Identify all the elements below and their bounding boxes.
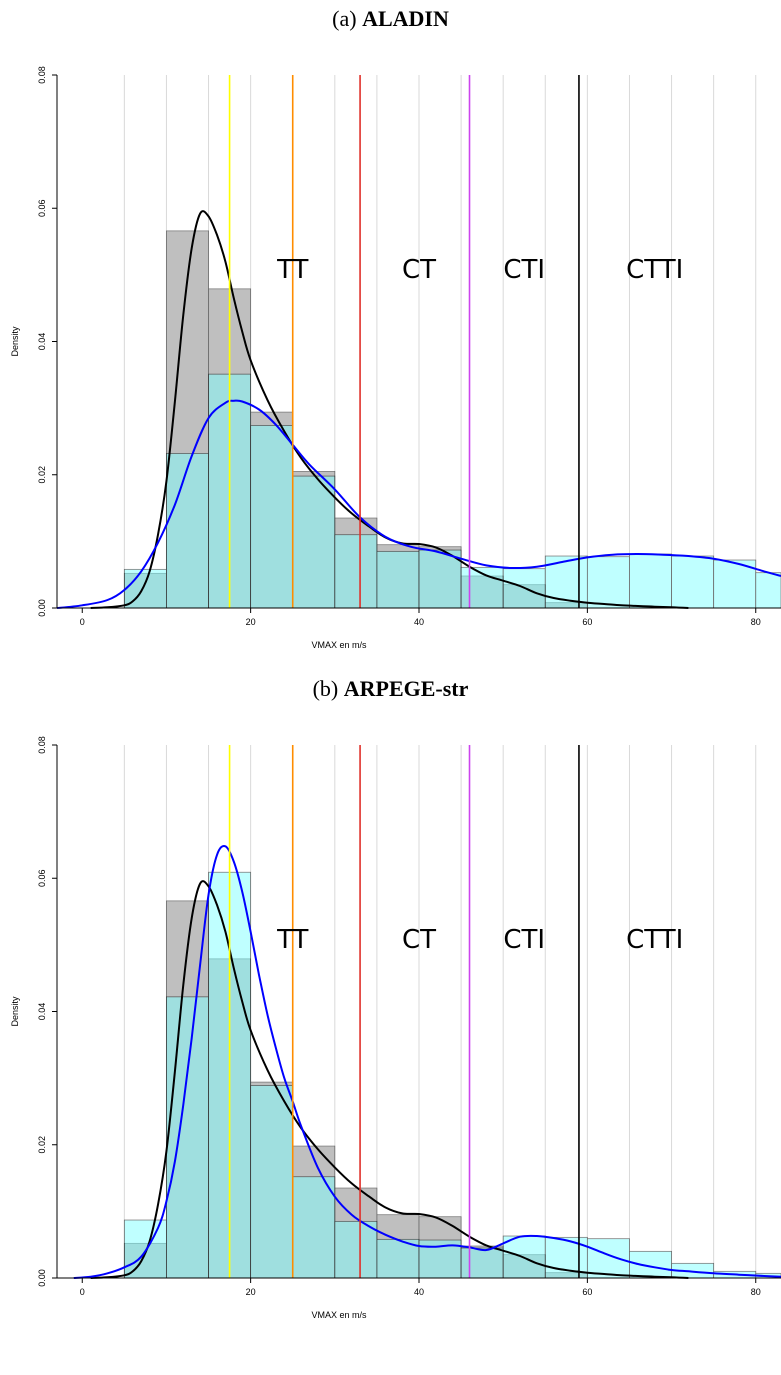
region-label-cti: CTI xyxy=(503,925,545,955)
y-tick-label: 0.02 xyxy=(37,1136,47,1154)
x-axis-label: VMAX en m/s xyxy=(311,640,367,650)
x-tick-label: 20 xyxy=(246,1287,256,1297)
histogram-bar xyxy=(334,534,378,609)
x-tick-label: 0 xyxy=(80,617,85,627)
x-tick-label: 80 xyxy=(751,617,761,627)
x-tick-label: 20 xyxy=(246,617,256,627)
histogram-bar xyxy=(586,1238,630,1279)
histogram-bar xyxy=(376,1238,420,1279)
chart-title: (a) ALADIN xyxy=(0,6,781,32)
histogram-bar xyxy=(755,572,781,609)
histogram-bar xyxy=(292,475,336,609)
y-tick-label: 0.04 xyxy=(37,333,47,351)
chart-panel-arpege: (b) ARPEGE-str TT CT CTI CTTI 0 20 40 60 80 VMAX … xyxy=(0,670,781,1336)
histogram-bar xyxy=(629,1250,672,1279)
x-axis-label: VMAX en m/s xyxy=(311,1310,367,1320)
y-tick-label: 0.06 xyxy=(37,199,47,217)
x-tick-label: 40 xyxy=(414,1287,424,1297)
y-axis-label: Density xyxy=(10,996,20,1027)
y-axis: 0.00 0.02 0.04 0.06 0.08 Density xyxy=(10,66,58,617)
histogram-series-1 xyxy=(123,373,781,609)
x-tick-label: 40 xyxy=(414,617,424,627)
y-tick-label: 0.08 xyxy=(37,66,47,84)
region-label-ctti: CTTI xyxy=(626,255,683,285)
region-label-ct: CT xyxy=(402,925,436,955)
region-label-tt: TT xyxy=(276,255,308,285)
y-tick-label: 0.02 xyxy=(37,466,47,484)
y-tick-label: 0.00 xyxy=(37,599,47,617)
histogram-bar xyxy=(671,555,715,609)
histogram-bar xyxy=(334,1220,378,1279)
histogram-bar xyxy=(629,553,672,609)
histogram-bar xyxy=(250,425,294,609)
histogram-bar xyxy=(250,1085,294,1279)
x-tick-label: 0 xyxy=(80,1287,85,1297)
region-label-ct: CT xyxy=(402,255,436,285)
chart-title: (b) ARPEGE-str xyxy=(0,676,781,702)
y-axis-label: Density xyxy=(10,326,20,357)
histogram-bar xyxy=(166,453,209,609)
panel-name: ARPEGE-str xyxy=(343,676,469,701)
histogram-bar xyxy=(292,1176,336,1279)
histogram-bar xyxy=(123,1219,167,1279)
x-axis: 0 20 40 60 80 VMAX en m/s xyxy=(57,1277,781,1320)
y-tick-label: 0.00 xyxy=(37,1269,47,1287)
panel-letter: (b) xyxy=(312,676,339,701)
density-curve-0 xyxy=(90,210,689,609)
region-label-cti: CTI xyxy=(503,255,545,285)
panel-name: ALADIN xyxy=(362,6,449,31)
y-axis: 0.00 0.02 0.04 0.06 0.08 Density xyxy=(10,736,58,1287)
histogram-bar xyxy=(376,550,420,609)
x-tick-label: 60 xyxy=(582,1287,592,1297)
histogram-bar xyxy=(713,559,757,609)
y-tick-label: 0.08 xyxy=(37,736,47,754)
chart-panel-aladin: (a) ALADIN TT CT CTI CTTI 0 20 40 60 80 VMAX en m… xyxy=(0,0,781,666)
y-tick-label: 0.04 xyxy=(37,1003,47,1021)
histogram-bar xyxy=(166,996,209,1279)
panel-letter: (a) xyxy=(332,6,357,31)
x-axis: 0 20 40 60 80 VMAX en m/s xyxy=(57,607,781,650)
histogram-bar xyxy=(586,556,630,609)
x-tick-label: 80 xyxy=(751,1287,761,1297)
region-label-tt: TT xyxy=(276,925,308,955)
histogram-bar xyxy=(460,1247,504,1279)
x-tick-label: 60 xyxy=(582,617,592,627)
y-tick-label: 0.06 xyxy=(37,869,47,887)
histogram-bar xyxy=(418,549,462,609)
density-curve-0 xyxy=(90,880,689,1279)
region-label-ctti: CTTI xyxy=(626,925,683,955)
density-curve-1 xyxy=(73,845,781,1279)
